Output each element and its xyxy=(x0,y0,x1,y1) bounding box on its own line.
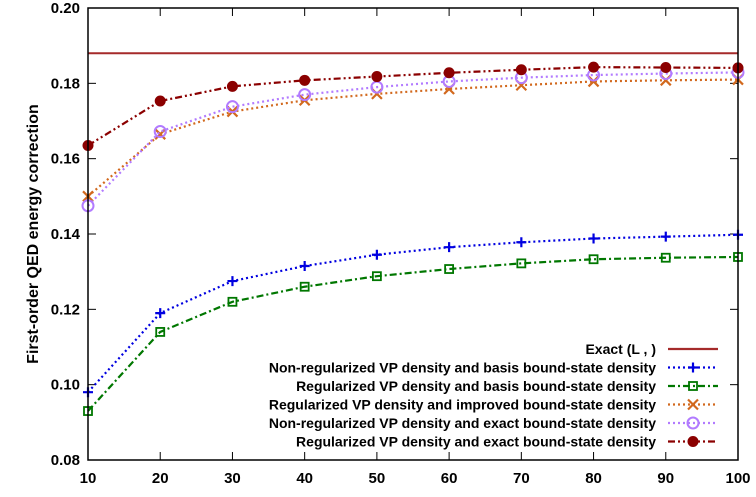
axis-ticks: 0.08 0.10 0.12 0.14 0.16 0.18 0.20 10 20 30 40 50 60… xyxy=(51,0,751,487)
x-tick-label: 60 xyxy=(441,470,458,487)
data-point xyxy=(687,398,699,411)
x-tick-label: 30 xyxy=(224,470,241,487)
legend: Exact (L , ) Non-regularized VP density a… xyxy=(269,341,718,450)
series-5 xyxy=(82,61,744,151)
series-2 xyxy=(83,252,743,416)
x-tick-label: 50 xyxy=(369,470,386,487)
legend-label: Exact (L , ) xyxy=(585,341,656,357)
x-tick-label: 80 xyxy=(585,470,602,487)
data-point xyxy=(153,125,167,139)
data-point xyxy=(227,296,238,307)
data-point xyxy=(155,327,166,337)
data-point xyxy=(660,252,671,263)
x-tick-label: 70 xyxy=(513,470,530,487)
series-line xyxy=(87,71,739,207)
data-point xyxy=(516,237,527,248)
x-tick-label: 10 xyxy=(80,470,97,487)
data-point xyxy=(443,67,455,79)
y-tick-label: 0.08 xyxy=(51,452,80,469)
data-point xyxy=(688,381,698,391)
data-point xyxy=(516,258,527,269)
data-point xyxy=(687,436,699,447)
data-point xyxy=(299,281,310,292)
series-4 xyxy=(81,65,745,213)
data-point xyxy=(588,254,599,265)
series-layer xyxy=(81,52,745,416)
legend-label: Non-regularized VP density and exact bou… xyxy=(269,415,656,431)
y-tick-label: 0.10 xyxy=(51,377,80,394)
x-tick-label: 100 xyxy=(725,470,750,487)
series-line xyxy=(87,66,739,147)
series-line xyxy=(87,233,739,393)
series-3 xyxy=(82,73,744,203)
data-point xyxy=(226,80,238,92)
data-point xyxy=(588,61,600,73)
data-point xyxy=(660,62,672,74)
y-tick-label: 0.12 xyxy=(51,301,80,318)
plot-frame xyxy=(87,7,739,461)
data-point xyxy=(155,308,166,319)
y-tick-label: 0.18 xyxy=(51,75,80,92)
data-point xyxy=(660,231,671,242)
data-point xyxy=(227,276,238,287)
data-point xyxy=(154,95,166,107)
legend-label: Regularized VP density and basis bound-s… xyxy=(296,378,656,394)
legend-label: Regularized VP density and exact bound-s… xyxy=(296,434,656,450)
legend-label: Regularized VP density and improved boun… xyxy=(269,397,656,413)
series-line xyxy=(87,78,739,198)
series-1 xyxy=(83,229,743,398)
data-point xyxy=(588,233,599,244)
y-tick-label: 0.16 xyxy=(51,151,80,168)
data-point xyxy=(298,88,312,102)
data-point xyxy=(371,71,383,83)
legend-label: Non-regularized VP density and basis bou… xyxy=(269,360,656,376)
data-point xyxy=(299,261,310,272)
x-tick-label: 40 xyxy=(296,470,313,487)
y-tick-label: 0.14 xyxy=(51,226,81,243)
data-point xyxy=(371,271,382,282)
data-point xyxy=(688,362,698,373)
data-point xyxy=(515,64,527,76)
data-point xyxy=(225,100,239,114)
data-point xyxy=(371,249,382,260)
y-axis-title: First-order QED energy correction xyxy=(25,104,42,364)
data-point xyxy=(444,242,455,253)
series-line xyxy=(87,255,739,412)
data-point xyxy=(686,416,700,430)
x-tick-label: 90 xyxy=(657,470,674,487)
y-tick-label: 0.20 xyxy=(51,0,80,17)
data-point xyxy=(299,74,311,86)
x-tick-label: 20 xyxy=(152,470,169,487)
data-point xyxy=(444,264,455,274)
